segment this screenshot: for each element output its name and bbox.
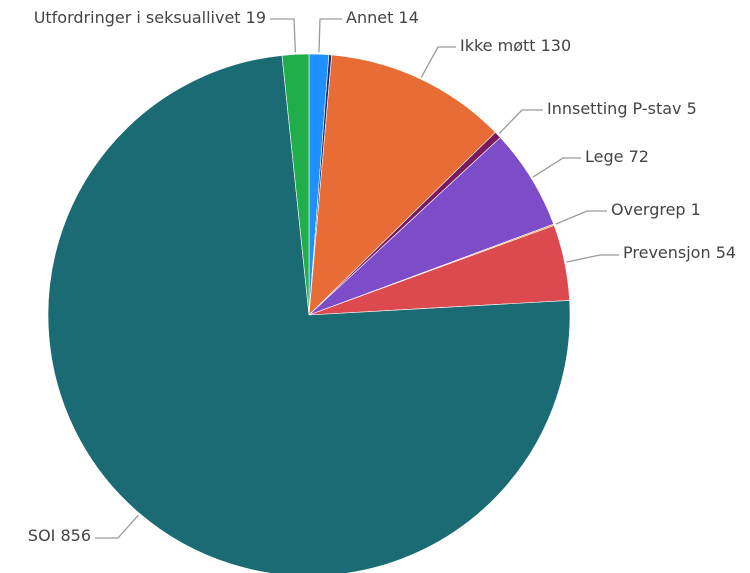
slice-label-innsetting-p-stav: Innsetting P-stav 5 xyxy=(547,99,697,118)
label-leader-lines xyxy=(95,18,619,539)
leader-line-overgrep xyxy=(555,210,607,225)
pie-slice-ikke-mott[interactable] xyxy=(308,54,496,316)
slice-label-annet: Annet 14 xyxy=(346,8,419,27)
slice-label-utfordringer-i-seksuallivet: Utfordringer i seksuallivet 19 xyxy=(34,8,266,27)
leader-line-soi xyxy=(95,514,139,539)
slice-label-ikke-mott: Ikke møtt 130 xyxy=(460,36,571,55)
slice-label-lege: Lege 72 xyxy=(585,147,649,166)
pie-slice-soi[interactable] xyxy=(47,55,571,573)
slice-label-prevensjon: Prevensjon 54 xyxy=(623,243,736,262)
leader-line-annet xyxy=(318,18,342,53)
leader-line-innsetting-p-stav xyxy=(498,109,543,134)
slice-labels: Utfordringer i seksuallivet 19 Annet 14 Ik… xyxy=(28,8,736,545)
pie-slices xyxy=(47,53,571,573)
slice-label-soi: SOI 856 xyxy=(28,526,91,545)
leader-line-prevensjon xyxy=(566,254,619,263)
pie-slice-utfordringer-i-seksuallivet[interactable] xyxy=(281,53,310,316)
leader-line-utfordringer-i-seksuallivet xyxy=(270,18,297,53)
slice-label-overgrep: Overgrep 1 xyxy=(611,200,701,219)
leader-line-ikke-mott xyxy=(420,46,456,78)
leader-line-lege xyxy=(532,157,581,178)
